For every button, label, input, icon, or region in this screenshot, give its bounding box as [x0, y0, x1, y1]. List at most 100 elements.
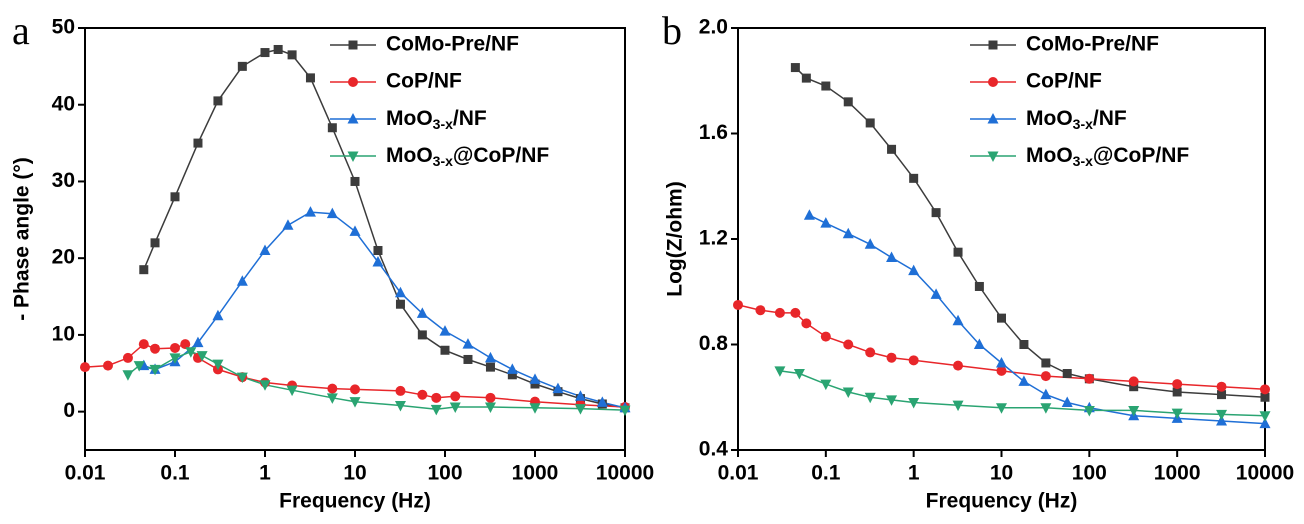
marker	[529, 373, 541, 384]
marker	[886, 251, 898, 262]
marker	[102, 360, 113, 371]
marker	[953, 360, 964, 371]
legend-label: CoP/NF	[386, 70, 462, 93]
marker	[450, 391, 461, 402]
x-tick-label: 1000	[1154, 462, 1201, 485]
legend-marker	[348, 40, 358, 50]
y-tick-label: 0.4	[699, 438, 729, 461]
marker	[529, 403, 541, 414]
legend-marker	[348, 77, 358, 87]
marker	[485, 392, 496, 403]
marker	[139, 265, 149, 275]
marker	[1260, 384, 1270, 395]
marker	[996, 365, 1007, 376]
x-tick-label: 10000	[596, 462, 654, 485]
marker	[596, 396, 608, 407]
marker	[1259, 411, 1271, 422]
y-tick-label: 10	[52, 322, 75, 345]
marker	[236, 372, 248, 384]
marker	[1040, 371, 1051, 382]
marker	[952, 314, 964, 326]
plot-frame	[737, 27, 1266, 451]
marker	[185, 347, 197, 358]
marker	[349, 397, 361, 408]
x-tick-label: 0.1	[811, 462, 841, 485]
x-tick-label: 0.01	[718, 462, 759, 485]
marker	[372, 256, 384, 267]
y-tick-label: 50	[52, 16, 75, 39]
legend-label: MoO3-x/NF	[386, 107, 487, 132]
y-tick-label: 2.0	[699, 16, 728, 39]
marker	[1018, 375, 1030, 386]
marker	[1041, 358, 1051, 368]
legend-marker	[347, 151, 359, 162]
marker	[865, 347, 876, 358]
legend-marker	[988, 77, 998, 87]
marker	[150, 238, 160, 248]
marker	[282, 219, 294, 230]
marker	[133, 361, 145, 372]
marker	[530, 379, 540, 389]
marker	[1172, 387, 1182, 397]
y-tick-label: 0.8	[699, 332, 729, 355]
marker	[908, 398, 920, 409]
marker	[440, 345, 450, 355]
marker	[507, 370, 517, 380]
marker	[1216, 381, 1227, 392]
y-tick-label: 30	[52, 169, 75, 192]
marker	[395, 299, 405, 309]
marker	[842, 227, 854, 239]
marker	[305, 73, 315, 83]
marker	[886, 352, 897, 363]
marker	[1216, 409, 1228, 421]
legend-label: CoP/NF	[1026, 70, 1102, 93]
marker	[1129, 382, 1139, 392]
marker	[774, 307, 785, 318]
legend-marker	[987, 151, 999, 162]
marker	[973, 338, 985, 349]
marker	[864, 392, 876, 404]
marker	[192, 336, 204, 348]
marker	[908, 264, 920, 276]
marker	[506, 363, 518, 374]
marker	[931, 208, 941, 218]
marker	[843, 339, 854, 350]
marker	[326, 393, 338, 404]
x-tick-label: 0.1	[160, 462, 190, 485]
marker	[484, 351, 496, 363]
x-tick-label: 10000	[1236, 462, 1294, 485]
marker	[416, 307, 428, 318]
marker	[138, 339, 149, 350]
marker	[326, 207, 338, 219]
marker	[793, 369, 805, 380]
marker	[820, 379, 832, 391]
marker	[1040, 403, 1052, 414]
marker	[212, 359, 224, 371]
marker	[150, 343, 161, 354]
marker	[1084, 373, 1095, 384]
marker	[196, 351, 208, 362]
marker	[260, 48, 270, 58]
marker	[820, 331, 831, 342]
x-tick-label: 1	[908, 462, 920, 485]
marker	[430, 404, 442, 416]
x-axis-label: Frequency (Hz)	[926, 490, 1078, 513]
marker	[417, 389, 428, 400]
marker	[431, 392, 442, 403]
marker	[327, 123, 337, 133]
panel-label: b	[662, 8, 682, 53]
x-axis-label: Frequency (Hz)	[279, 490, 431, 513]
marker	[485, 362, 495, 372]
marker	[170, 192, 180, 202]
marker	[1260, 392, 1270, 402]
marker	[1040, 388, 1052, 400]
marker	[394, 286, 406, 298]
y-axis-label: - Phase angle (°)	[11, 157, 34, 321]
marker	[790, 307, 801, 318]
marker	[619, 405, 631, 417]
marker	[449, 402, 461, 414]
marker	[439, 325, 451, 336]
marker	[865, 118, 875, 128]
marker	[801, 73, 811, 83]
